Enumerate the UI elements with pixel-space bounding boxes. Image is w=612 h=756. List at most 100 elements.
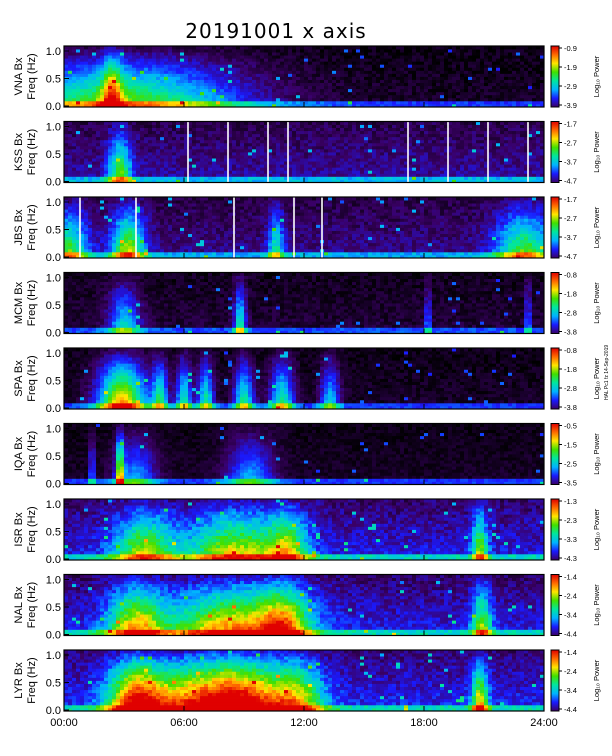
spectrogram-cell xyxy=(112,97,117,102)
spectrogram-cell xyxy=(324,79,329,83)
spectrogram-cell xyxy=(176,130,181,135)
spectrogram-cell xyxy=(244,130,249,135)
spectrogram-cell xyxy=(204,91,209,96)
spectrogram-cell xyxy=(532,130,537,135)
spectrogram-cell xyxy=(72,136,77,141)
spectrogram-cell xyxy=(480,167,485,171)
spectrogram-cell xyxy=(364,73,369,77)
spectrogram-cell xyxy=(292,170,297,174)
spectrogram-cell xyxy=(172,94,177,99)
spectrogram-cell xyxy=(508,94,513,99)
spectrogram-cell xyxy=(408,173,413,177)
spectrogram-cell xyxy=(268,170,273,174)
spectrogram-cell xyxy=(168,70,173,74)
spectrogram-cell xyxy=(216,167,221,171)
spectrogram-cell xyxy=(304,103,309,108)
spectrogram-cell xyxy=(456,158,461,162)
spectrogram-cell xyxy=(204,88,209,93)
spectrogram-cell xyxy=(300,136,305,141)
spectrogram-cell xyxy=(316,82,321,87)
spectrogram-cell xyxy=(68,121,73,125)
spectrogram-cell xyxy=(520,82,525,87)
spectrogram-cell xyxy=(292,70,297,74)
spectrogram-cell xyxy=(316,130,321,135)
spectrogram-cell xyxy=(184,79,189,83)
spectrogram-cell xyxy=(340,176,345,180)
spectrogram-cell xyxy=(212,61,217,65)
spectrogram-cell xyxy=(64,73,69,77)
spectrogram-cell xyxy=(84,49,89,53)
spectrogram-cell xyxy=(432,127,437,132)
spectrogram-cell xyxy=(464,164,469,168)
spectrogram-cell xyxy=(192,164,197,168)
spectrogram-cell xyxy=(424,133,429,138)
spectrogram-cell xyxy=(68,212,73,216)
spectrogram-cell xyxy=(140,127,145,132)
spectrogram-cell xyxy=(140,164,145,168)
spectrogram-cell xyxy=(200,58,205,62)
spectrogram-cell xyxy=(148,167,153,171)
spectrogram-cell xyxy=(424,139,429,144)
spectrogram-cell xyxy=(84,148,89,153)
spectrogram-cell xyxy=(540,82,545,87)
spectrogram-cell xyxy=(388,124,393,128)
spectrogram-cell xyxy=(296,52,301,56)
spectrogram-cell xyxy=(516,64,521,68)
spectrogram-cell xyxy=(248,82,253,87)
spectrogram-cell xyxy=(84,209,89,213)
spectrogram-cell xyxy=(464,142,469,147)
spectrogram-cell xyxy=(424,121,429,125)
spectrogram-cell xyxy=(68,203,73,207)
spectrogram-cell xyxy=(252,79,257,83)
spectrogram-cell xyxy=(208,67,213,71)
spectrogram-cell xyxy=(104,121,109,125)
spectrogram-cell xyxy=(244,121,249,125)
spectrogram-cell xyxy=(484,161,489,165)
spectrogram-cell xyxy=(80,161,85,165)
spectrogram-cell xyxy=(292,121,297,125)
spectrogram-cell xyxy=(532,161,537,165)
spectrogram-cell xyxy=(516,121,521,125)
spectrogram-cell xyxy=(400,179,405,183)
spectrogram-cell xyxy=(188,148,193,153)
spectrogram-cell xyxy=(404,127,409,132)
spectrogram-cell xyxy=(148,85,153,90)
spectrogram-cell xyxy=(324,82,329,87)
spectrogram-cell xyxy=(472,130,477,135)
spectrogram-cell xyxy=(100,145,105,150)
spectrogram-cell xyxy=(480,176,485,180)
spectrogram-cell xyxy=(516,67,521,71)
spectrogram-cell xyxy=(416,167,421,171)
spectrogram-cell xyxy=(380,158,385,162)
spectrogram-cell xyxy=(260,161,265,165)
spectrogram-cell xyxy=(72,46,77,50)
spectrogram-cell xyxy=(312,142,317,147)
spectrogram-cell xyxy=(212,152,217,156)
spectrogram-cell xyxy=(116,55,121,59)
spectrogram-cell xyxy=(328,142,333,147)
spectrogram-cell xyxy=(224,161,229,165)
spectrogram-cell xyxy=(404,124,409,128)
spectrogram-cell xyxy=(100,127,105,132)
spectrogram-cell xyxy=(432,179,437,183)
spectrogram-cell xyxy=(468,133,473,138)
spectrogram-cell xyxy=(332,130,337,135)
spectrogram-cell xyxy=(156,167,161,171)
spectrogram-cell xyxy=(424,130,429,135)
spectrogram-cell xyxy=(164,167,169,171)
spectrogram-cell xyxy=(168,97,173,102)
spectrogram-cell xyxy=(512,67,517,71)
spectrogram-cell xyxy=(128,127,133,132)
spectrogram-cell xyxy=(336,91,341,96)
spectrogram-cell xyxy=(80,248,85,253)
spectrogram-cell xyxy=(448,127,453,132)
spectrogram-cell xyxy=(448,142,453,147)
spectrogram-cell xyxy=(340,164,345,168)
spectrogram-cell xyxy=(280,82,285,87)
spectrogram-cell xyxy=(220,46,225,50)
spectrogram-cell xyxy=(284,127,289,132)
spectrogram-cell xyxy=(108,67,113,71)
spectrogram-cell xyxy=(192,64,197,68)
spectrogram-cell xyxy=(128,73,133,77)
